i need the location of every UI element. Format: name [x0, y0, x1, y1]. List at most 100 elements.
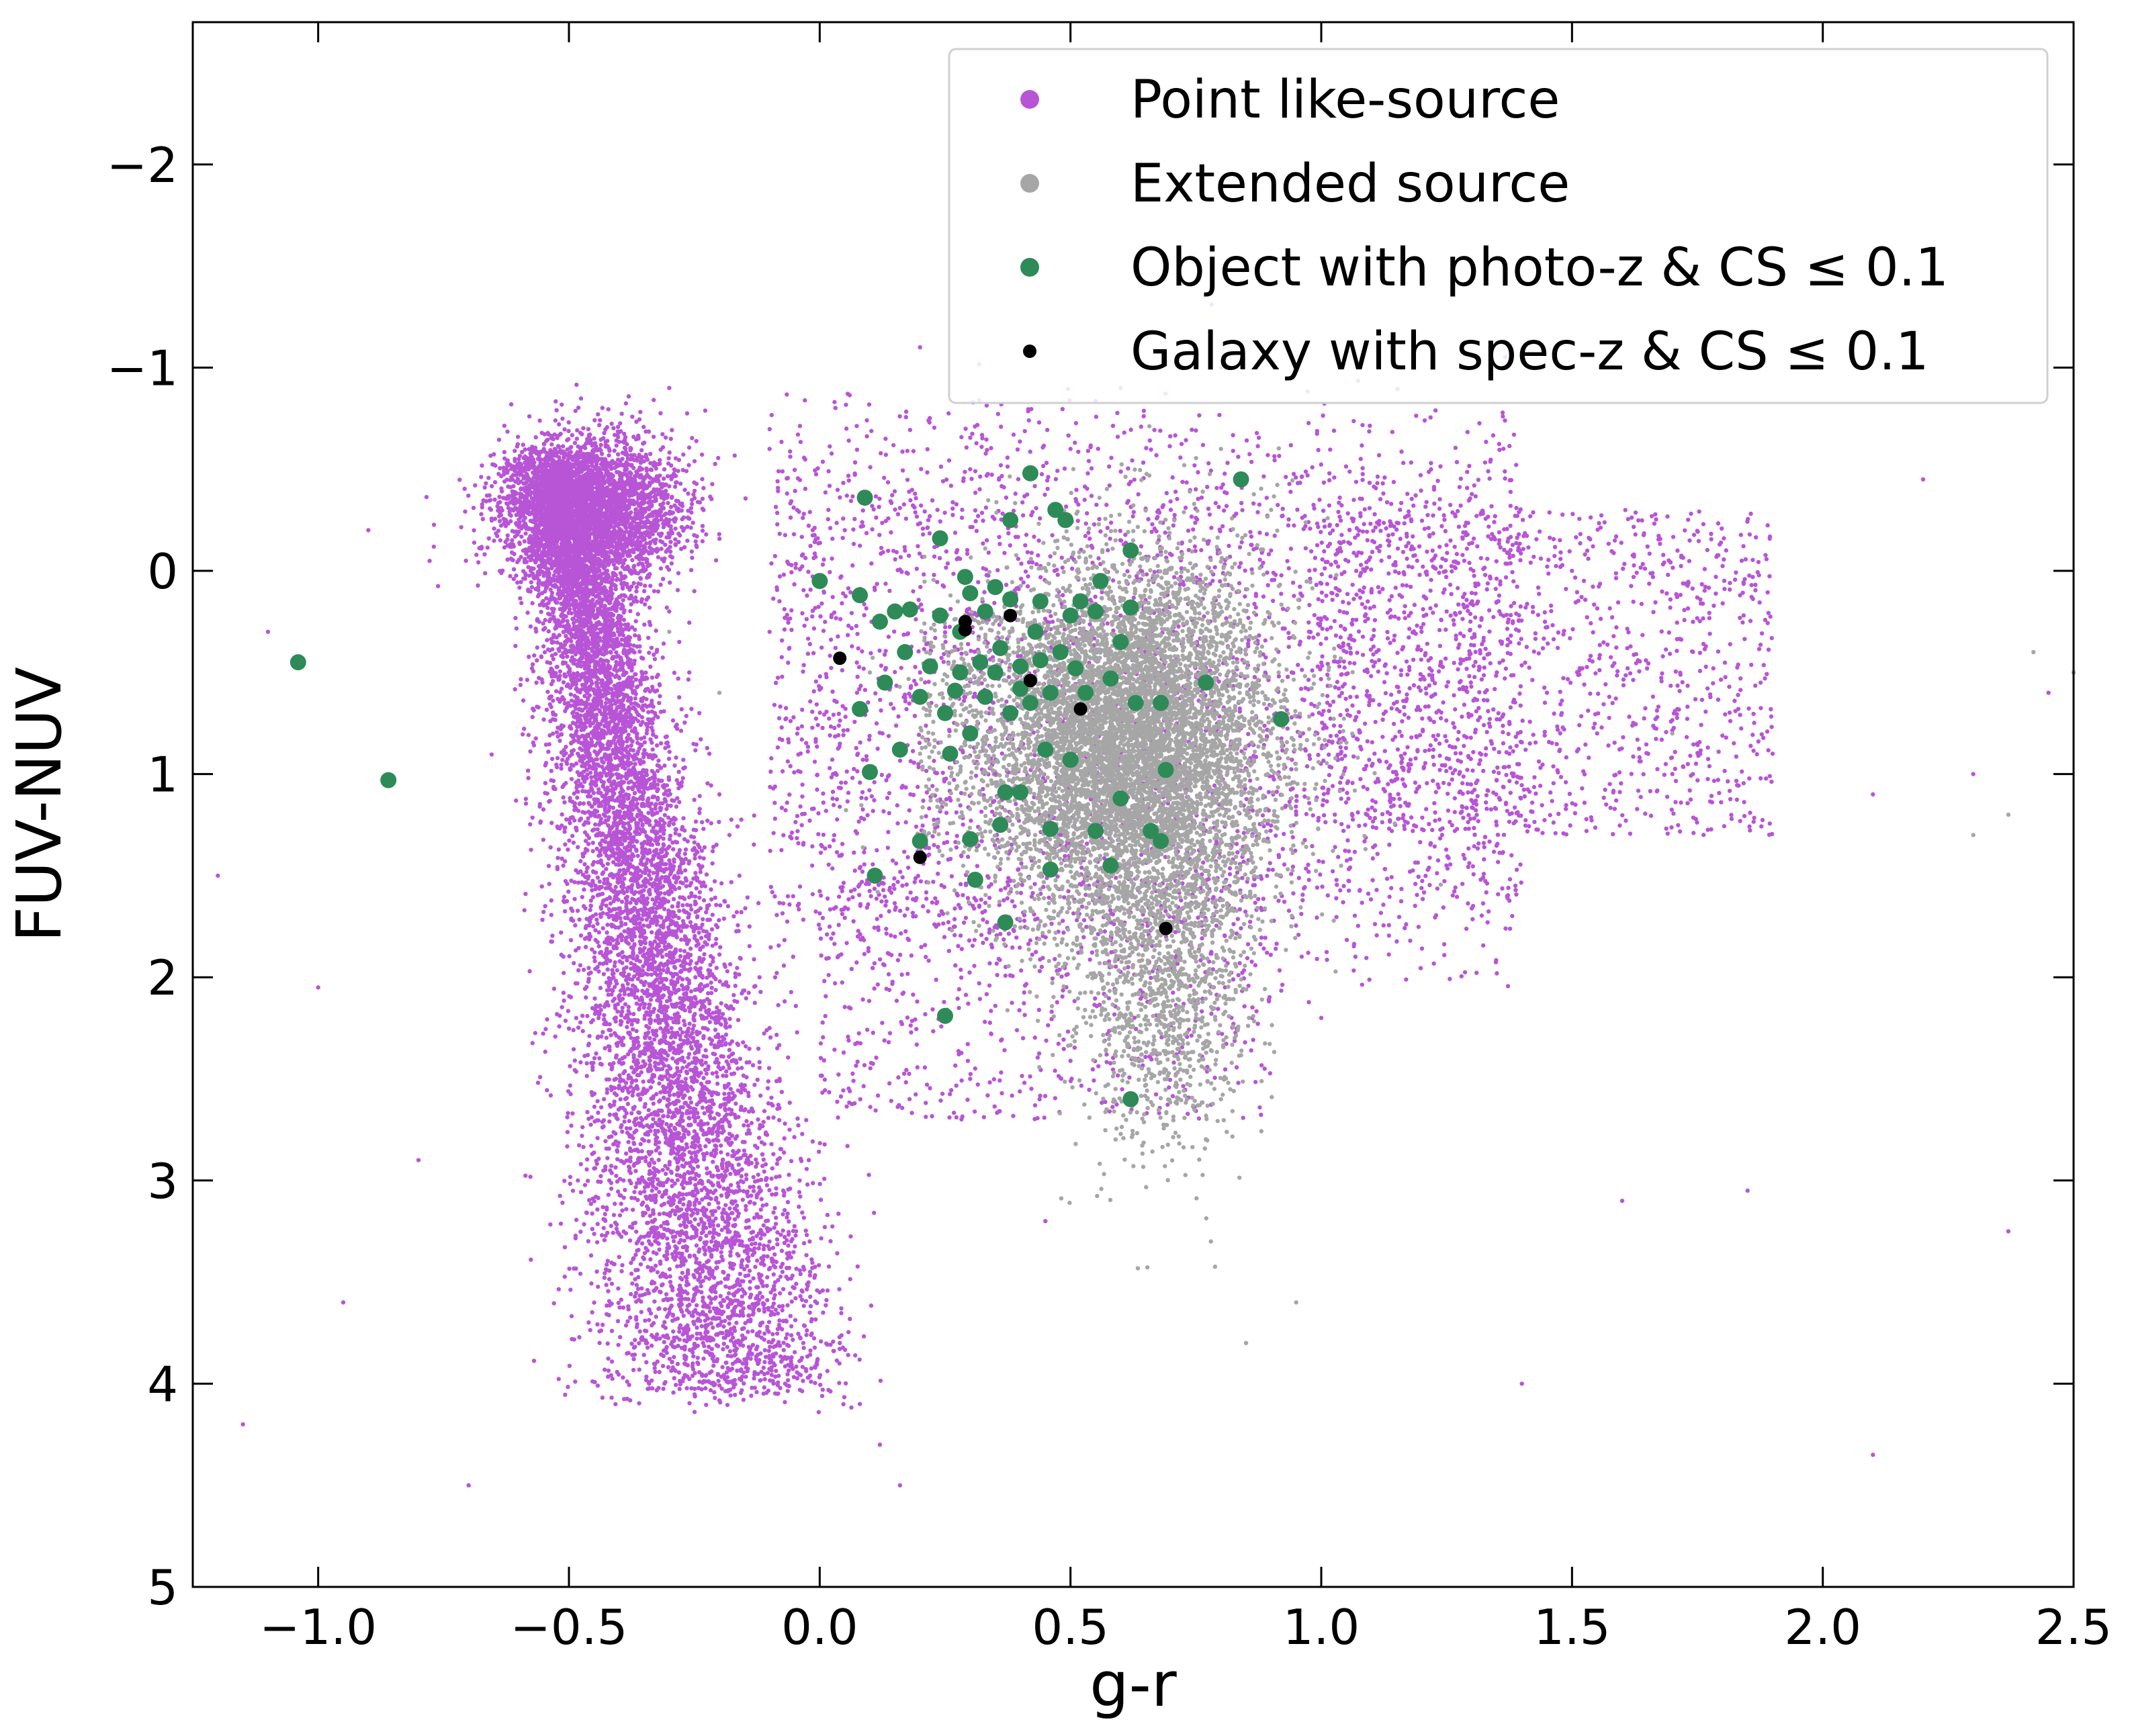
cloud-point [666, 1365, 670, 1369]
cloud-point [727, 1048, 731, 1052]
cloud-point [652, 871, 656, 875]
cloud-point [741, 1337, 745, 1341]
cloud-point [571, 1189, 575, 1193]
cloud-point [702, 1222, 706, 1226]
cloud-point [577, 1335, 581, 1339]
cloud-point [713, 879, 717, 883]
cloud-point [591, 849, 595, 853]
cloud-point [527, 655, 531, 659]
cloud-point [605, 1341, 609, 1345]
cloud-point [654, 1335, 658, 1339]
cloud-point [753, 1001, 757, 1005]
cloud-point [628, 1238, 632, 1242]
cloud-point [525, 610, 529, 614]
cloud-point [748, 1357, 752, 1361]
cloud-point [592, 1380, 596, 1384]
cloud-point [578, 1020, 582, 1024]
cloud-point [550, 940, 554, 944]
cloud-point [651, 1179, 655, 1183]
cloud-point [676, 916, 680, 920]
cloud-point [703, 846, 707, 850]
cloud-point [586, 1320, 590, 1324]
cloud-point [774, 1186, 778, 1190]
cloud-point [724, 1032, 728, 1036]
cloud-point [632, 1120, 636, 1124]
cloud-point [621, 795, 625, 799]
cloud-point [550, 757, 554, 761]
cloud-point [708, 917, 712, 921]
cloud-point [656, 673, 660, 677]
cloud-point [513, 616, 517, 620]
cloud-point [558, 670, 562, 674]
cloud-point [633, 619, 637, 623]
cloud-point [557, 633, 561, 637]
cloud-point [656, 769, 660, 773]
cloud-point [514, 798, 518, 803]
cloud-point [562, 895, 566, 899]
cloud-point [633, 922, 637, 926]
cloud-point [648, 665, 652, 669]
cloud-point [562, 795, 566, 799]
cloud-point [753, 1265, 757, 1269]
cloud-point [673, 827, 677, 831]
cloud-point [681, 766, 685, 770]
cloud-point [739, 1107, 743, 1111]
cloud-point [744, 996, 748, 1000]
cloud-point [549, 821, 553, 825]
cloud-point [545, 791, 549, 795]
cloud-point [805, 1233, 809, 1237]
cloud-point [845, 1144, 849, 1148]
cloud-point [638, 1097, 642, 1101]
cloud-point [534, 680, 538, 684]
cloud-point [572, 748, 576, 752]
cloud-point [605, 1304, 609, 1308]
cloud-point [622, 1195, 626, 1199]
cloud-point [549, 899, 553, 903]
cloud-point [591, 841, 595, 845]
cloud-point [648, 1257, 652, 1261]
cloud-point [652, 1166, 656, 1170]
cloud-point [603, 1367, 607, 1371]
cloud-point [572, 961, 576, 965]
cloud-point [617, 1073, 621, 1077]
cloud-point [637, 890, 641, 895]
cloud-point [672, 671, 676, 675]
cloud-point [570, 834, 574, 838]
cloud-point [700, 820, 704, 824]
cloud-point [765, 1298, 769, 1302]
cloud-point [578, 963, 582, 967]
cloud-point [789, 1276, 793, 1280]
cloud-point [602, 1013, 606, 1017]
cloud-point [770, 1332, 774, 1336]
cloud-point [513, 687, 517, 691]
cloud-point [625, 1025, 629, 1029]
cloud-point [838, 1346, 842, 1351]
cloud-point [656, 1307, 660, 1311]
cloud-point [595, 1322, 599, 1326]
cloud-point [693, 1012, 697, 1016]
cloud-point [621, 1005, 625, 1009]
cloud-point [548, 846, 552, 850]
cloud-point [722, 1342, 726, 1346]
cloud-point [781, 1270, 785, 1274]
cloud-point [837, 1381, 841, 1385]
cloud-point [691, 1027, 695, 1031]
cloud-point [726, 904, 730, 908]
cloud-point [736, 1043, 740, 1047]
cloud-point [628, 1398, 632, 1402]
cloud-point [655, 789, 659, 793]
cloud-point [756, 1362, 760, 1366]
cloud-point [789, 1314, 793, 1318]
cloud-point [597, 1329, 601, 1333]
cloud-point [526, 776, 530, 780]
cloud-point [804, 1253, 808, 1257]
cloud-point [615, 968, 619, 972]
cloud-point [635, 1283, 639, 1287]
cloud-point [657, 1248, 661, 1252]
cloud-point [703, 1252, 707, 1257]
cloud-point [743, 906, 747, 910]
cloud-point [728, 1261, 732, 1265]
cloud-point [680, 776, 684, 780]
cloud-point [752, 1376, 756, 1380]
cloud-point [686, 678, 691, 682]
